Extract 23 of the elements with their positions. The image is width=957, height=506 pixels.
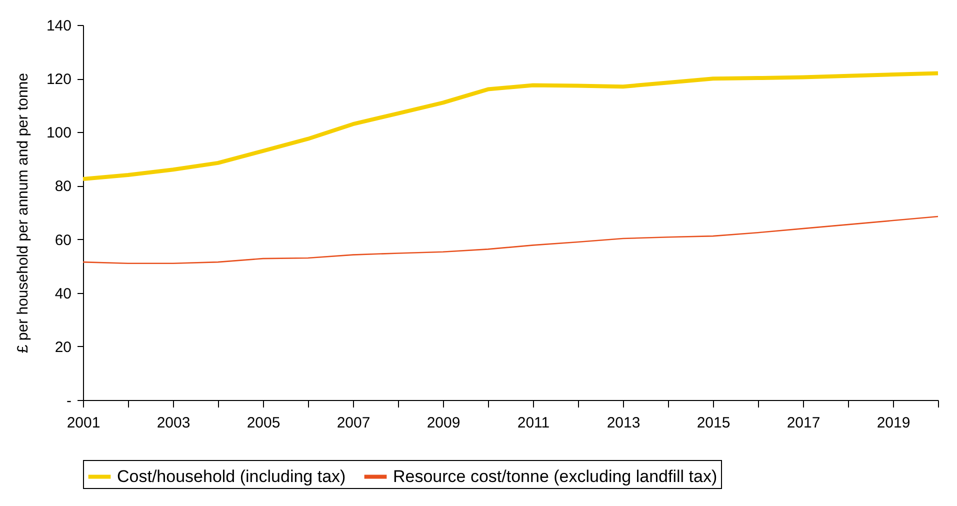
y-tick-label: 120 bbox=[46, 71, 72, 88]
y-tick-label: 140 bbox=[46, 18, 72, 34]
y-tick-label: 40 bbox=[54, 285, 72, 302]
y-tick-label: 20 bbox=[54, 338, 72, 356]
line-series bbox=[82, 216, 939, 264]
legend-label: Resource cost/tonne (excluding landfill tax) bbox=[393, 466, 718, 486]
x-tick-label: 2003 bbox=[156, 414, 190, 432]
legend-label: Cost/household (including tax) bbox=[117, 466, 346, 486]
x-tick-label: 2007 bbox=[336, 414, 370, 432]
x-tick-label: 2001 bbox=[66, 414, 100, 432]
y-tick-label: 60 bbox=[54, 232, 72, 249]
x-tick-label: 2009 bbox=[426, 414, 460, 432]
y-tick-label: - bbox=[66, 392, 72, 410]
x-tick-label: 2015 bbox=[696, 414, 730, 432]
x-tick-label: 2013 bbox=[606, 414, 640, 432]
y-tick-label: 100 bbox=[46, 124, 72, 142]
x-tick-label: 2005 bbox=[246, 414, 280, 432]
x-tick-label: 2011 bbox=[517, 414, 550, 432]
x-tick-label: 2017 bbox=[786, 414, 820, 432]
y-axis-title: £ per household per annum and per tonne bbox=[14, 72, 32, 354]
line-series bbox=[81, 71, 940, 182]
y-tick-label: 80 bbox=[54, 178, 72, 196]
x-tick-label: 2019 bbox=[876, 414, 910, 432]
